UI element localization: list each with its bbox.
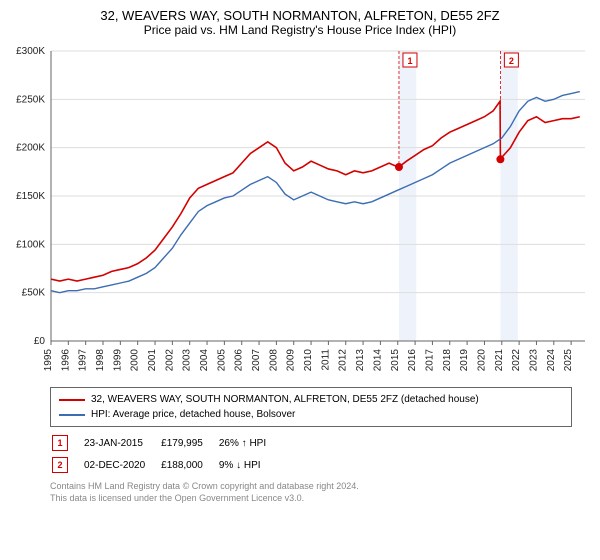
markers-table: 1 23-JAN-2015£179,99526% ↑ HPI 2 02-DEC-202… [50,431,282,477]
footer-attribution: Contains HM Land Registry data © Crown c… [50,481,572,504]
svg-text:1999: 1999 [112,349,123,372]
legend-swatch [59,414,85,416]
svg-text:2014: 2014 [372,349,383,372]
marker-row: 1 23-JAN-2015£179,99526% ↑ HPI [52,433,280,453]
marker-price: £179,995 [161,433,217,453]
svg-text:2020: 2020 [476,349,487,372]
legend: 32, WEAVERS WAY, SOUTH NORMANTON, ALFRET… [50,387,572,427]
footer-line-2: This data is licensed under the Open Gov… [50,493,572,505]
svg-text:2004: 2004 [199,349,210,372]
svg-text:2005: 2005 [216,349,227,372]
svg-text:1997: 1997 [78,349,89,372]
chart-area: £0 £50K £100K £150K £200K £250K £300K 1995 1996 1… [5,41,595,381]
chart-title: 32, WEAVERS WAY, SOUTH NORMANTON, ALFRET… [0,0,600,23]
svg-text:2016: 2016 [407,349,418,372]
svg-text:£0: £0 [34,336,46,347]
svg-text:2001: 2001 [147,349,158,372]
marker-id-box: 2 [52,457,68,473]
legend-label: 32, WEAVERS WAY, SOUTH NORMANTON, ALFRET… [91,392,479,407]
legend-label: HPI: Average price, detached house, Bols… [91,407,295,422]
svg-text:2017: 2017 [424,349,435,372]
svg-text:2000: 2000 [130,349,141,372]
chart-subtitle: Price paid vs. HM Land Registry's House … [0,23,600,41]
marker-delta: 26% ↑ HPI [219,433,280,453]
svg-text:1998: 1998 [95,349,106,372]
marker-price: £188,000 [161,455,217,475]
svg-text:2009: 2009 [286,349,297,372]
svg-text:2023: 2023 [528,349,539,372]
chart-svg: £0 £50K £100K £150K £200K £250K £300K 1995 1996 1… [5,41,595,381]
svg-text:2002: 2002 [164,349,175,372]
marker-id-box: 1 [52,435,68,451]
marker-date: 02-DEC-2020 [84,455,159,475]
marker-date: 23-JAN-2015 [84,433,159,453]
svg-text:£150K: £150K [16,191,45,202]
svg-text:2012: 2012 [338,349,349,372]
svg-text:2013: 2013 [355,349,366,372]
svg-text:2011: 2011 [320,349,331,371]
svg-text:£250K: £250K [16,94,45,105]
svg-text:2007: 2007 [251,349,262,372]
svg-text:2025: 2025 [563,349,574,372]
svg-text:2: 2 [509,56,514,66]
legend-swatch [59,399,85,401]
svg-text:2021: 2021 [494,349,505,372]
legend-item: 32, WEAVERS WAY, SOUTH NORMANTON, ALFRET… [59,392,563,407]
svg-text:1: 1 [407,56,412,66]
footer-line-1: Contains HM Land Registry data © Crown c… [50,481,572,493]
svg-text:1996: 1996 [60,349,71,372]
legend-item: HPI: Average price, detached house, Bols… [59,407,563,422]
svg-text:2015: 2015 [390,349,401,372]
svg-text:2006: 2006 [234,349,245,372]
marker-delta: 9% ↓ HPI [219,455,280,475]
svg-text:2003: 2003 [182,349,193,372]
svg-text:£50K: £50K [22,288,46,299]
svg-text:2008: 2008 [268,349,279,372]
svg-text:£200K: £200K [16,143,45,154]
svg-text:£300K: £300K [16,46,45,57]
svg-text:2024: 2024 [546,349,557,372]
svg-text:2022: 2022 [511,349,522,372]
svg-text:1995: 1995 [43,349,54,372]
svg-text:2010: 2010 [303,349,314,372]
svg-text:2018: 2018 [442,349,453,372]
marker-row: 2 02-DEC-2020£188,0009% ↓ HPI [52,455,280,475]
svg-text:£100K: £100K [16,239,45,250]
svg-text:2019: 2019 [459,349,470,372]
